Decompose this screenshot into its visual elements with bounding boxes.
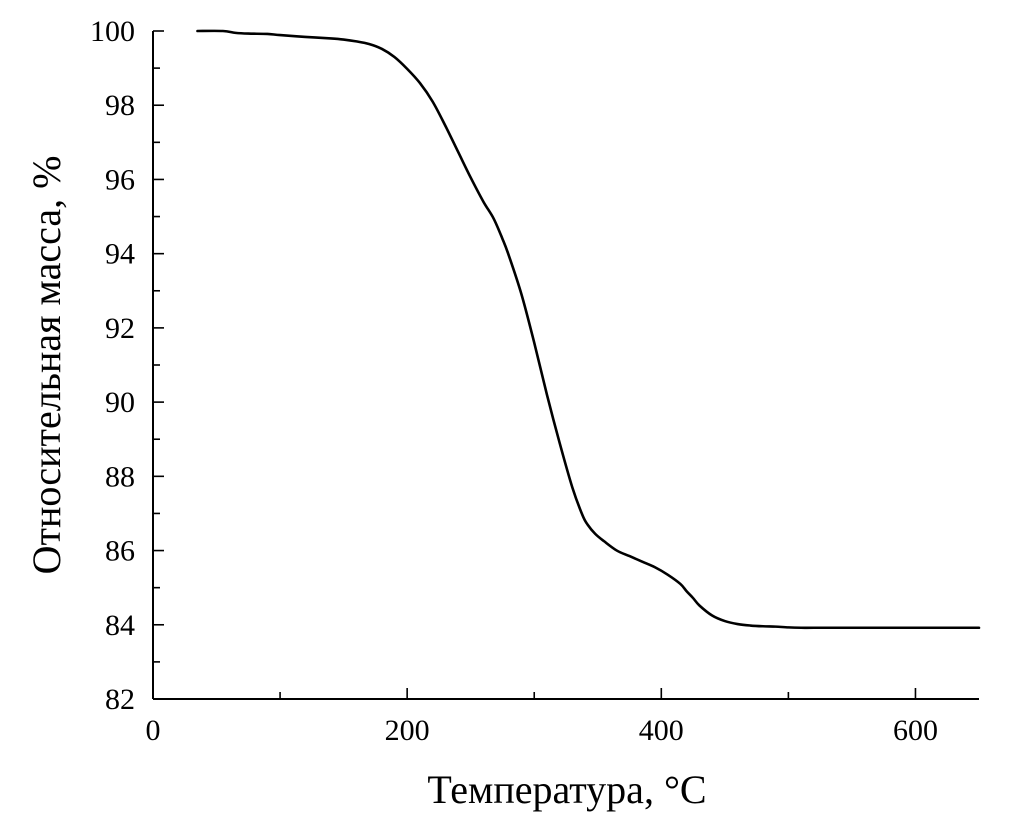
y-axis-title: Относительная масса, % — [24, 156, 69, 575]
x-tick-label: 600 — [893, 714, 938, 747]
y-tick-label: 100 — [90, 15, 135, 48]
y-tick-label: 96 — [105, 163, 135, 196]
y-axis-ticks: 82 84 86 88 90 92 94 96 98 100 — [90, 15, 164, 716]
y-tick-label: 82 — [105, 683, 135, 716]
y-tick-label: 90 — [105, 386, 135, 419]
x-tick-label: 200 — [385, 714, 430, 747]
y-tick-label: 86 — [105, 535, 135, 568]
x-axis-ticks: 0 200 400 600 — [146, 688, 938, 747]
y-tick-label: 84 — [105, 609, 135, 642]
x-axis-title: Температура, °C — [427, 767, 706, 812]
y-tick-label: 94 — [105, 238, 135, 271]
y-tick-label: 88 — [105, 460, 135, 493]
plot-area: 0 200 400 600 82 84 86 88 90 92 94 96 98 100 — [90, 15, 981, 747]
x-tick-label: 400 — [639, 714, 684, 747]
y-tick-label: 98 — [105, 89, 135, 122]
mass-loss-curve — [196, 29, 981, 630]
x-tick-label: 0 — [146, 714, 161, 747]
y-tick-label: 92 — [105, 312, 135, 345]
